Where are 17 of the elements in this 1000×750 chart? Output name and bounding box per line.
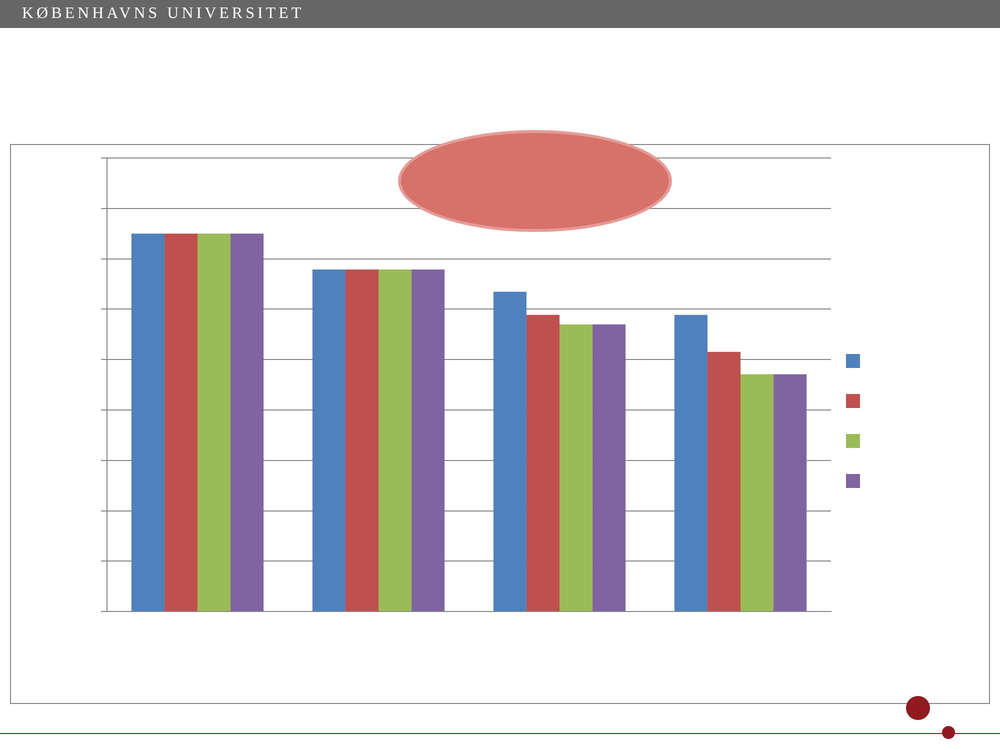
bar xyxy=(674,314,708,612)
bar xyxy=(312,270,346,612)
bar xyxy=(774,374,807,612)
bar xyxy=(740,374,774,612)
bar xyxy=(378,270,412,612)
bar xyxy=(412,270,445,612)
bar xyxy=(560,324,593,612)
bar xyxy=(707,352,740,612)
bar xyxy=(131,234,164,612)
bar xyxy=(526,314,560,612)
bar xyxy=(230,234,264,612)
bar xyxy=(164,234,198,612)
chart-title: KØBENHAVNS UNIVERSITET xyxy=(22,5,304,23)
bar xyxy=(592,324,626,612)
bar xyxy=(493,292,526,612)
bar xyxy=(198,234,231,612)
bar xyxy=(345,270,378,612)
